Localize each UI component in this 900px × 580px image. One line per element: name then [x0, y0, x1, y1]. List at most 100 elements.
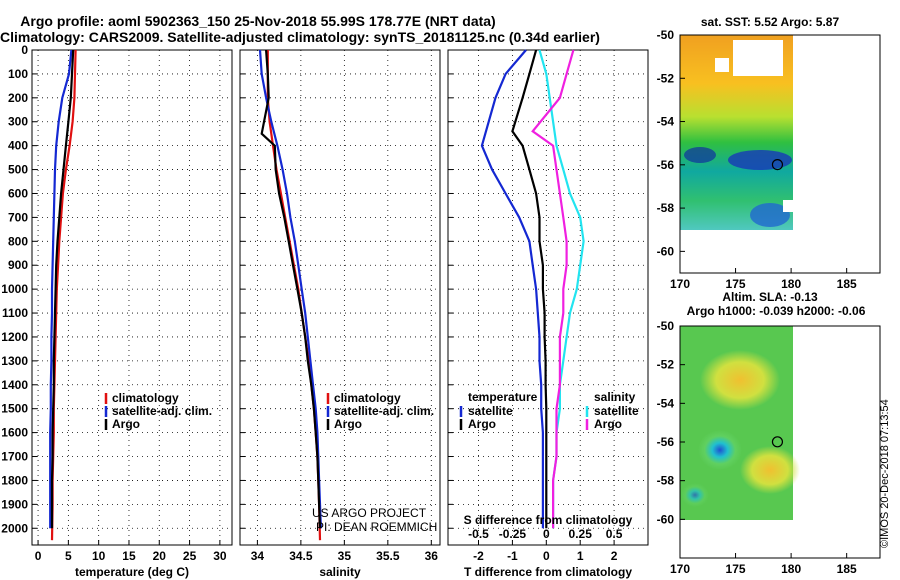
salinity-panel-frame: [239, 49, 441, 546]
salinity-panel-series-1: [258, 49, 322, 529]
diff-legend-t-label: satellite: [468, 404, 513, 418]
sst-map-ytick-label: -50: [657, 28, 675, 42]
depth-tick-label: 1300: [1, 354, 28, 368]
sla-map-ytick-label: -50: [657, 319, 675, 333]
sla-map-ytick-label: -52: [657, 358, 675, 372]
sst-missing-patch-2: [715, 58, 729, 72]
sla-map-ytick-label: -56: [657, 435, 675, 449]
temperature-panel-series-2: [50, 49, 75, 529]
salinity-panel-xtick-label: 35: [338, 549, 352, 563]
diff-legend-s-label: satellite: [594, 404, 639, 418]
sst-missing-patch: [733, 40, 783, 76]
temperature-panel-xtick-label: 20: [153, 549, 167, 563]
sla-map-xtick-label: 185: [837, 562, 857, 576]
depth-tick-label: 500: [8, 163, 28, 177]
sla-cold-eddy: [698, 430, 742, 470]
diff-secondary-xtick: -0.5: [468, 527, 489, 541]
sla-map-ytick-label: -60: [657, 512, 675, 526]
sst-map-ytick-label: -56: [657, 158, 675, 172]
sst-map-title: sat. SST: 5.52 Argo: 5.87: [701, 15, 840, 29]
temperature-legend-label: satellite-adj. clim.: [112, 404, 212, 418]
difference-panel-frame: [447, 49, 649, 546]
depth-tick-label: 900: [8, 258, 28, 272]
imos-credit: ©IMOS 20-Dec-2018 07:13:54: [879, 399, 891, 548]
diff-secondary-xtick: 0.5: [606, 527, 623, 541]
depth-tick-label: 1900: [1, 497, 28, 511]
sst-map-frame: [679, 34, 881, 274]
temperature-legend-label: Argo: [112, 417, 140, 431]
sst-cold-patch: [684, 147, 716, 163]
salinity-panel: 34 34.5 35 35.5 36 salinity climatologysatelli…: [239, 49, 441, 579]
difference-panel: -2 -1 0 1 2 T difference from climatology temp…: [447, 49, 649, 579]
temperature-panel: 0 5 10 15 20 25 300100200300400500600700800900…: [1, 43, 233, 579]
temperature-legend-label: climatology: [112, 391, 179, 405]
difference-panel-xtick-label: -2: [473, 549, 484, 563]
sst-map-xtick-label: 170: [670, 277, 690, 291]
difference-panel-xtick-label: 1: [577, 549, 584, 563]
depth-tick-label: 1200: [1, 330, 28, 344]
salinity-panel-xtick-label: 36: [425, 549, 439, 563]
diff-secondary-xtick: 0.25: [569, 527, 593, 541]
salinity-panel-series-0: [266, 50, 322, 541]
sst-map-ytick-label: -60: [657, 244, 675, 258]
salinity-panel-xtick-label: 34: [251, 549, 265, 563]
sla-map-subtitle: Argo h1000: -0.039 h2000: -0.06: [687, 304, 866, 318]
depth-tick-label: 2000: [1, 521, 28, 535]
sla-map-argo-position-marker: [771, 436, 784, 448]
depth-tick-label: 1600: [1, 426, 28, 440]
temperature-panel-xlabel: temperature (deg C): [75, 565, 189, 579]
title-line-1: Argo profile: aoml 5902363_150 25-Nov-20…: [20, 13, 495, 29]
temperature-panel-xtick-label: 30: [213, 549, 227, 563]
sla-map-title: Altim. SLA: -0.13: [722, 290, 818, 304]
sla-map-ytick-label: -54: [657, 396, 675, 410]
sst-cold-band: [728, 150, 792, 170]
credit-pi: PI: DEAN ROEMMICH: [316, 520, 437, 534]
sla-cold-eddy-2: [681, 483, 709, 507]
sst-map-xtick-label: 185: [837, 277, 857, 291]
diff-secondary-xtick: 0: [543, 527, 550, 541]
sst-map-argo-position-marker: [771, 159, 784, 171]
diff-secondary-xlabel: S difference from climatology: [464, 513, 633, 527]
diff-legend-temperature-title: temperature: [468, 390, 538, 404]
depth-tick-label: 100: [8, 67, 28, 81]
salinity-legend-label: satellite-adj. clim.: [334, 404, 434, 418]
difference-panel-series-0: [480, 49, 545, 529]
salinity-panel-xlabel: salinity: [319, 565, 361, 579]
diff-legend-t-label: Argo: [468, 417, 496, 431]
sst-map-ytick-label: -54: [657, 115, 675, 129]
difference-panel-xtick-label: -1: [507, 549, 518, 563]
depth-tick-label: 400: [8, 139, 28, 153]
sla-warm-2: [740, 446, 800, 494]
temperature-panel-xtick-label: 15: [122, 549, 136, 563]
salinity-panel-xtick-label: 34.5: [289, 549, 313, 563]
sst-map-ytick-label: -58: [657, 201, 675, 215]
difference-panel-xlabel: T difference from climatology: [464, 565, 632, 579]
sla-map: Altim. SLA: -0.13 Argo h1000: -0.039 h20…: [657, 290, 881, 576]
sst-map-ytick-label: -52: [657, 71, 675, 85]
depth-tick-label: 700: [8, 210, 28, 224]
diff-secondary-xtick: -0.25: [499, 527, 527, 541]
sst-missing-patch-3: [783, 200, 793, 212]
depth-tick-label: 1000: [1, 282, 28, 296]
sla-warm-1: [700, 350, 780, 410]
depth-tick-label: 800: [8, 234, 28, 248]
diff-legend-s-label: Argo: [594, 417, 622, 431]
depth-tick-label: 300: [8, 115, 28, 129]
depth-tick-label: 600: [8, 186, 28, 200]
temperature-panel-frame: [31, 49, 233, 546]
difference-panel-xtick-label: 0: [543, 549, 550, 563]
temperature-panel-xtick-label: 25: [183, 549, 197, 563]
depth-tick-label: 0: [21, 43, 28, 57]
salinity-panel-xtick-label: 35.5: [376, 549, 400, 563]
depth-tick-label: 200: [8, 91, 28, 105]
sla-map-ytick-label: -58: [657, 474, 675, 488]
difference-panel-series-1: [511, 49, 548, 529]
depth-tick-label: 1800: [1, 473, 28, 487]
salinity-legend-label: climatology: [334, 391, 401, 405]
sst-map: sat. SST: 5.52 Argo: 5.87 170 175 180 185 -5…: [657, 15, 881, 291]
temperature-panel-xtick-label: 10: [92, 549, 106, 563]
depth-tick-label: 1700: [1, 450, 28, 464]
diff-legend-salinity-title: salinity: [594, 390, 636, 404]
